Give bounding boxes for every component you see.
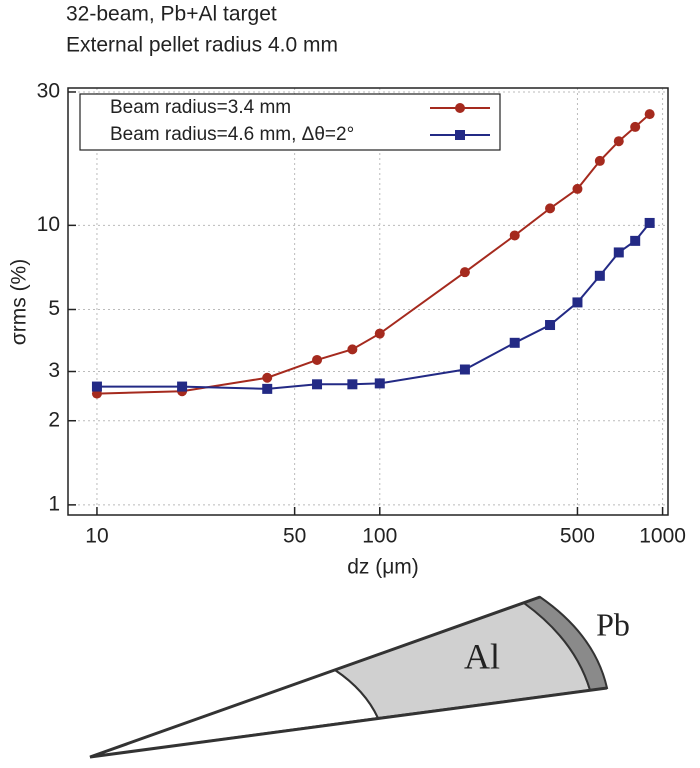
point xyxy=(312,379,323,390)
x-tick-label: 100 xyxy=(362,525,397,548)
legend-box xyxy=(79,93,501,151)
point xyxy=(630,235,641,246)
point xyxy=(91,381,102,392)
point xyxy=(594,270,605,281)
series-line xyxy=(96,222,651,390)
point xyxy=(644,109,655,120)
x-tick-label: 1000 xyxy=(639,525,686,548)
y-tick-label: 2 xyxy=(48,408,60,431)
legend-label: Beam radius=3.4 mm xyxy=(110,97,291,118)
legend: Beam radius=3.4 mm Beam radius=4.6 mm, Δθ… xyxy=(79,93,501,151)
y-tick-label: 1 xyxy=(48,492,60,515)
plot-frame xyxy=(67,87,669,516)
point xyxy=(613,136,624,147)
point xyxy=(347,379,358,390)
point xyxy=(459,364,470,375)
point xyxy=(347,344,358,355)
legend-marker xyxy=(455,103,465,113)
y-tick-label: 5 xyxy=(48,297,60,320)
point xyxy=(374,328,385,339)
point xyxy=(630,121,641,132)
point xyxy=(545,203,556,214)
x-tick-label: 50 xyxy=(283,525,306,548)
point xyxy=(459,267,470,278)
point xyxy=(545,320,556,331)
point xyxy=(509,337,520,348)
wedge-edge xyxy=(89,595,608,759)
point xyxy=(613,247,624,258)
x-axis-label: dz (μm) xyxy=(347,556,419,579)
y-axis-label: σrms (%) xyxy=(8,259,31,345)
point xyxy=(572,183,583,194)
point xyxy=(312,354,323,365)
inner-wedge xyxy=(89,668,380,758)
point xyxy=(177,381,188,392)
x-tick-label: 500 xyxy=(560,525,595,548)
point xyxy=(594,155,605,166)
y-tick-label: 3 xyxy=(48,359,60,382)
diagram-label: Al xyxy=(464,636,500,676)
point xyxy=(509,230,520,241)
legend-label: Beam radius=4.6 mm, Δθ=2° xyxy=(110,124,354,145)
point xyxy=(644,217,655,228)
pellet-diagram: Al Pb xyxy=(89,595,630,759)
legend-marker xyxy=(455,130,465,140)
point xyxy=(262,372,273,383)
series-line xyxy=(96,113,651,395)
chart-title: 32-beam, Pb+Al target xyxy=(66,3,277,26)
chart-subtitle: External pellet radius 4.0 mm xyxy=(66,34,338,57)
point xyxy=(262,383,273,394)
x-tick-label: 10 xyxy=(85,525,108,548)
point xyxy=(572,297,583,308)
point xyxy=(374,378,385,389)
y-tick-label: 10 xyxy=(37,213,60,236)
diagram-label: Pb xyxy=(596,606,630,642)
y-tick-label: 30 xyxy=(37,80,60,103)
